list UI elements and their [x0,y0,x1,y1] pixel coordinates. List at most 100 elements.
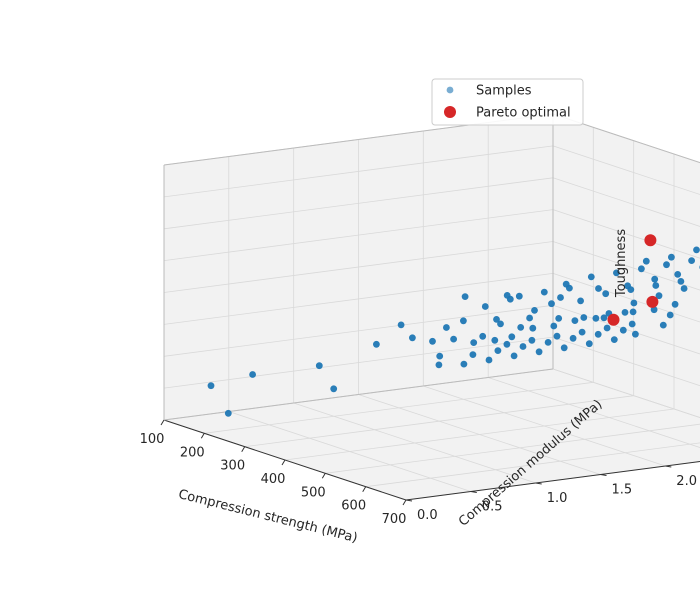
sample-point-90 [528,336,536,344]
sample-point-41 [531,307,538,314]
sample-point-9 [429,337,436,345]
y-tick-label-1: 0.5 [482,500,503,515]
grid-z-left-3 [163,273,554,325]
tick-labels: 1002003004005006007000.00.51.01.52.02.53… [140,432,697,527]
sample-point-55 [519,343,527,350]
sample-point-54 [494,347,502,354]
x-tick-mark-2 [241,446,246,452]
sample-point-19 [548,300,555,308]
x-tick-mark-1 [200,433,205,439]
x-tick-mark-4 [321,473,326,479]
sample-point-53 [469,351,477,358]
x-tick-label-6: 700 [382,512,407,527]
sample-point-24 [602,290,610,298]
y-tick-mark-1 [470,491,477,493]
sample-point-5 [373,340,380,348]
x-axis-label: Compression strength (MPa) [177,487,359,546]
z-axis-label: Toughness [614,229,629,298]
grid-z-left-7 [163,145,554,198]
sample-point-70 [460,360,468,368]
sample-point-14 [479,332,487,340]
sample-point-58 [594,330,602,338]
data-points [207,234,700,417]
sample-point-0 [207,382,215,390]
pareto-point-7 [607,313,620,326]
grid-z-back-4 [552,241,700,291]
y-tick-label-0: 0.0 [417,508,438,523]
axis-panes [164,114,700,500]
floor-pane [164,369,700,500]
sample-point-60 [587,273,595,281]
grid-z-left-1 [163,336,554,389]
legend-label-samples: Samples [476,84,532,99]
sample-point-48 [621,309,629,316]
x-tick-mark-5 [362,486,367,492]
grid-z-left-6 [163,177,554,230]
sample-point-78 [659,321,667,329]
grid-y-floor-1 [228,411,471,492]
sample-point-76 [610,336,618,343]
sample-point-74 [560,344,568,352]
sample-point-68 [436,352,444,360]
y-tick-label-4: 2.0 [676,474,697,489]
y-tick-label-2: 1.0 [547,491,568,506]
sample-point-82 [460,317,467,325]
sample-point-56 [544,339,552,346]
x-tick-label-5: 600 [341,499,366,514]
sample-point-75 [585,340,593,348]
sample-point-12 [497,320,504,328]
x-tick-mark-0 [160,419,165,426]
legend: Samples Pareto optimal [431,78,584,126]
sample-point-8 [443,324,450,331]
sample-point-79 [666,311,674,319]
sample-point-85 [668,253,675,261]
sample-point-22 [555,315,563,322]
sample-point-4 [330,385,338,393]
sample-point-47 [600,314,608,322]
grid-y-floor-5 [488,377,700,448]
sample-point-11 [450,335,457,343]
sample-point-43 [529,324,537,332]
grid-y-floor-3 [358,394,601,475]
sample-point-37 [680,285,688,292]
sample-point-3 [315,362,323,370]
sample-point-20 [595,285,602,292]
sample-point-64 [688,257,695,264]
x-tick-label-4: 500 [301,485,326,500]
sample-point-25 [580,314,588,321]
legend-marker-pareto [444,106,456,118]
sample-point-77 [632,330,639,338]
sample-point-59 [619,326,627,334]
sample-point-31 [630,299,638,307]
sample-point-67 [562,280,570,288]
sample-point-73 [535,348,543,356]
pareto-point-6 [646,295,659,308]
sample-point-49 [629,308,637,316]
sample-point-81 [515,292,523,300]
sample-point-94 [628,320,636,328]
y-tick-mark-4 [665,465,672,468]
back-top-edge [552,113,700,164]
grid-z-back-5 [552,209,700,259]
sample-point-62 [638,265,645,273]
sample-point-84 [642,257,650,265]
y-tick-mark-0 [405,499,413,502]
sample-point-57 [569,334,577,342]
sample-point-83 [503,292,511,299]
legend-frame [431,78,584,126]
grid-y-floor-2 [293,402,536,484]
sample-point-17 [540,288,548,296]
sample-point-29 [674,271,682,278]
x-tick-label-0: 100 [140,432,165,447]
sample-point-46 [592,314,600,322]
sample-point-72 [510,352,518,360]
x-tick-label-2: 300 [220,459,245,474]
legend-label-pareto: Pareto optimal [476,106,571,121]
x-tick-mark-3 [281,459,286,466]
sample-point-69 [435,361,443,369]
sample-point-30 [652,282,660,289]
sample-point-89 [503,340,511,348]
sample-point-40 [493,316,500,323]
x-tick-label-1: 200 [180,445,205,460]
